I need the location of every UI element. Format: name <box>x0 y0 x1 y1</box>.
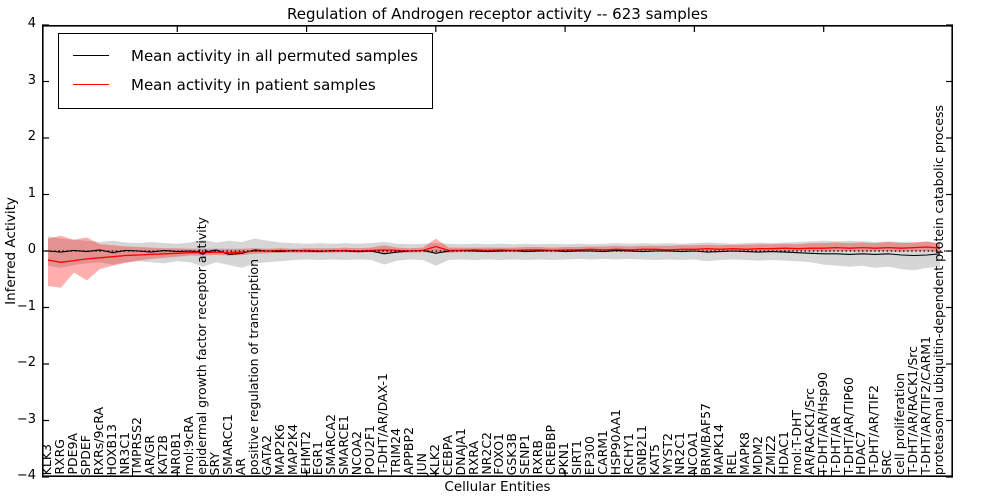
y-tick-label: −2 <box>16 355 36 370</box>
y-tick-label: 4 <box>27 16 36 31</box>
x-tick-label: RXRG <box>51 439 67 475</box>
x-tick-label: AR <box>232 457 248 475</box>
x-tick-label: T-DHT/AR/Hsp90 <box>814 371 830 475</box>
legend-label: Mean activity in all permuted samples <box>131 46 418 65</box>
x-tick-label: proteasomal ubiquitin-dependent protein … <box>931 104 947 475</box>
x-tick-label: CEBPA <box>439 434 455 476</box>
y-tick-label: −4 <box>16 468 36 483</box>
x-tick-label: epidermal growth factor receptor activit… <box>194 217 210 475</box>
legend-label: Mean activity in patient samples <box>131 75 376 94</box>
x-tick-label: positive regulation of transcription <box>245 259 261 475</box>
permuted-line-swatch <box>73 55 109 56</box>
x-tick-label: MAP2K6 <box>271 424 287 475</box>
chart-canvas <box>42 24 954 478</box>
y-tick-label: 1 <box>27 185 36 201</box>
patient-mean-line <box>47 245 941 263</box>
x-tick-label: RXRA <box>465 441 481 475</box>
chart-title: Regulation of Androgen receptor activity… <box>287 5 708 23</box>
y-tick-label: −1 <box>16 298 36 314</box>
x-tick-label: KLK2 <box>426 443 442 475</box>
x-tick-label: KAT5 <box>646 443 662 475</box>
y-tick-label: 3 <box>27 72 36 88</box>
x-tick-label: T-DHT/AR <box>827 415 843 475</box>
y-tick-label: −3 <box>16 411 36 427</box>
plot-area: KLK3 RXRG PDE9A SPDEF RXRs/9cRA HOXB13 NR3C1 TM… <box>39 24 954 478</box>
x-tick-label: JUN <box>413 452 429 475</box>
x-tick-label: GATA2 <box>258 434 274 475</box>
x-tick-label: GNB2L1 <box>633 424 649 475</box>
x-tick-label: ZMIZ2 <box>762 435 778 475</box>
x-tick-label: mol:T-DHT <box>788 409 804 475</box>
x-tick-label: PDE9A <box>64 433 80 475</box>
x-tick-label: RCHY1 <box>620 433 636 475</box>
y-tick-label: 2 <box>27 129 36 144</box>
x-tick-label: AR/RACK1/Src <box>801 388 817 475</box>
x-tick-label: HSP90AA1 <box>607 408 623 475</box>
patient-line-swatch <box>73 84 109 85</box>
y-tick-label: 0 <box>27 242 36 257</box>
legend: Mean activity in all permuted samples Me… <box>58 33 433 109</box>
x-tick-label: SPDEF <box>77 434 93 475</box>
x-tick-label: HDAC1 <box>775 431 791 475</box>
legend-entry-permuted: Mean activity in all permuted samples <box>73 41 418 70</box>
x-tick-label: RXRs/9cRA <box>90 406 106 475</box>
x-axis-title: Cellular Entities <box>444 479 551 495</box>
plot-frame <box>42 25 954 477</box>
x-tick-label: HOXB13 <box>103 423 119 475</box>
permuted-samples-band <box>48 236 940 271</box>
x-tick-label: MAP2K4 <box>284 424 300 475</box>
legend-entry-patient: Mean activity in patient samples <box>73 70 418 99</box>
x-tick-label: CARM1 <box>594 430 610 475</box>
x-tick-label: DNAJA1 <box>452 427 468 476</box>
